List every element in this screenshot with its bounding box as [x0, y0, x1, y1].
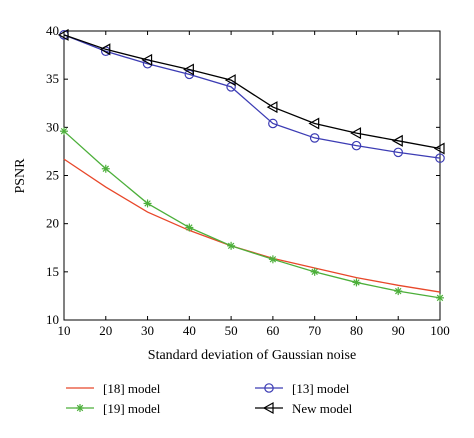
- asterisk-marker: [76, 404, 84, 412]
- circle-marker: [264, 383, 274, 393]
- asterisk-stroke: [227, 242, 235, 250]
- triangle-marker: [183, 63, 194, 76]
- series-line: [63, 158, 441, 293]
- triangle-marker: [57, 28, 69, 41]
- triangle-marker: [262, 401, 274, 415]
- circle-marker: [393, 147, 404, 158]
- circle-marker: [351, 140, 362, 151]
- series-13-model: [59, 30, 445, 163]
- y-tick-label: 15: [46, 264, 59, 279]
- series-18-model: [63, 158, 441, 293]
- asterisk-stroke: [60, 127, 68, 135]
- x-tick-label: 60: [266, 323, 279, 338]
- asterisk-marker: [185, 223, 194, 232]
- asterisk-marker: [352, 278, 361, 287]
- triangle-marker: [99, 43, 111, 56]
- asterisk-stroke: [186, 224, 193, 231]
- x-tick-label: 40: [183, 323, 196, 338]
- series-lines: [57, 28, 445, 302]
- y-tick-label: 10: [46, 312, 59, 327]
- y-tick-label: 40: [46, 23, 59, 38]
- asterisk-marker: [60, 127, 68, 136]
- asterisk-marker: [268, 255, 277, 264]
- circle-marker: [435, 153, 445, 163]
- asterisk-marker: [436, 293, 444, 302]
- asterisk-stroke: [311, 268, 318, 276]
- asterisk-stroke: [144, 200, 151, 207]
- x-tick-label: 10: [58, 323, 71, 338]
- legend: [18] model [19] model [13] model New model: [66, 381, 353, 416]
- asterisk-stroke: [353, 279, 360, 286]
- circle-marker: [268, 118, 278, 129]
- series-line: [63, 34, 441, 150]
- asterisk-marker: [227, 241, 236, 250]
- x-tick-label: 90: [392, 323, 405, 338]
- triangle-marker: [141, 53, 153, 66]
- series-line: [63, 34, 441, 159]
- asterisk-stroke: [76, 404, 84, 412]
- asterisk-marker: [394, 287, 403, 296]
- x-axis-label: Standard deviation of Gaussian noise: [148, 348, 356, 363]
- triangle-marker: [224, 74, 236, 87]
- x-tick-label: 70: [308, 323, 321, 338]
- legend-label: New model: [292, 401, 353, 416]
- legend-label: [19] model: [103, 401, 161, 416]
- plot-frame: [63, 30, 441, 321]
- y-tick-label: 35: [46, 71, 59, 86]
- asterisk-stroke: [269, 256, 277, 263]
- legend-entry: New model: [255, 401, 353, 416]
- series-19-model: [60, 127, 444, 302]
- triangle-marker: [350, 127, 362, 140]
- series-line: [63, 130, 441, 299]
- triangle-marker: [308, 117, 320, 130]
- legend-label: [13] model: [292, 381, 350, 396]
- asterisk-marker: [101, 164, 110, 173]
- axis-ticks: 10 20 30 40 50 60 70 80 90 100 10 15 20 25 30 35 40: [46, 23, 450, 338]
- asterisk-marker: [310, 267, 319, 276]
- circle-marker: [309, 133, 320, 143]
- legend-entry: [19] model: [66, 401, 161, 416]
- triangle-marker: [266, 101, 278, 114]
- y-axis-label: PSNR: [13, 158, 28, 194]
- asterisk-stroke: [394, 287, 402, 295]
- asterisk-stroke: [436, 294, 444, 302]
- y-tick-label: 30: [46, 119, 59, 134]
- y-tick-label: 20: [46, 216, 59, 231]
- x-tick-label: 80: [350, 323, 363, 338]
- triangle-marker: [391, 134, 403, 147]
- asterisk-marker: [143, 199, 152, 208]
- x-tick-label: 100: [430, 323, 450, 338]
- legend-entry: [13] model: [255, 381, 350, 396]
- asterisk-stroke: [102, 165, 110, 172]
- y-tick-label: 25: [46, 168, 59, 183]
- triangle-marker: [433, 142, 445, 155]
- legend-label: [18] model: [103, 381, 161, 396]
- series-new-model: [57, 28, 445, 155]
- x-tick-label: 50: [225, 323, 238, 338]
- x-tick-label: 30: [141, 323, 154, 338]
- legend-entry: [18] model: [66, 381, 161, 396]
- x-tick-label: 20: [99, 323, 112, 338]
